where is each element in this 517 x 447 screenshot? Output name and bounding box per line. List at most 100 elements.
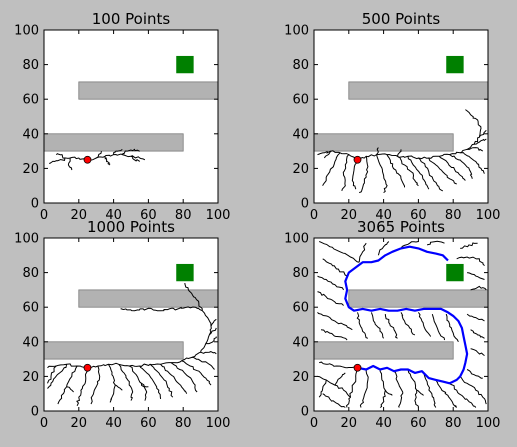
tree-branch (376, 147, 379, 155)
tree-branch (470, 329, 485, 339)
y-tick-label: 80 (22, 266, 39, 281)
tree-branch (121, 148, 140, 155)
tree-branch (438, 155, 466, 181)
obstacle (78, 289, 219, 308)
subplot-title: 1000 Points (87, 218, 175, 236)
tree-branch (208, 327, 217, 336)
y-tick-label: 20 (22, 162, 39, 177)
x-tick-label: 40 (375, 208, 392, 223)
tree-branch (322, 152, 341, 186)
y-tick-label: 80 (292, 58, 309, 73)
tree-branch (170, 362, 198, 393)
y-tick-label: 100 (284, 232, 309, 247)
tree-branch (470, 348, 485, 357)
tree-branch (460, 152, 485, 174)
obstacle (43, 341, 184, 360)
y-tick-label: 60 (22, 301, 39, 316)
x-tick-label: 20 (341, 208, 358, 223)
x-tick-label: 40 (105, 416, 122, 431)
y-tick-label: 60 (292, 93, 309, 108)
tree-branch (76, 367, 89, 407)
tree-branch (384, 389, 393, 396)
subplot-3: 0 20 40 60 80 100 0 20 40 60 80 100 1000 Points (14, 218, 230, 431)
tree-branch (200, 351, 217, 355)
y-tick-label: 20 (292, 162, 309, 177)
subplot-title: 3065 Points (357, 218, 445, 236)
x-tick-label: 20 (71, 208, 88, 223)
x-tick-label: 60 (140, 416, 157, 431)
tree-branch (322, 258, 348, 277)
tree-branch (319, 241, 360, 263)
tree-branch (467, 147, 484, 152)
tree-branch (323, 150, 332, 159)
tree-branch (357, 109, 482, 161)
tree-branch (120, 306, 203, 312)
y-tick-label: 20 (292, 370, 309, 385)
obstacle (348, 289, 489, 308)
tree-branch (351, 159, 358, 190)
y-tick-label: 60 (292, 301, 309, 316)
tree-branch (384, 314, 398, 339)
tree-branch (345, 367, 358, 408)
goal-region (176, 55, 194, 74)
x-tick-label: 40 (105, 208, 122, 223)
tree-branch (386, 154, 405, 188)
axes-frame (43, 237, 219, 412)
subplot-4: 0 20 40 60 80 100 0 20 40 60 80 100 3065 Points (284, 218, 500, 431)
tree-branch (466, 313, 485, 322)
tree-branch (421, 370, 437, 408)
y-tick-label: 100 (14, 24, 39, 39)
tree-branch (118, 363, 134, 401)
x-tick-label: 80 (445, 416, 462, 431)
tree-branch (397, 155, 419, 187)
axes-frame (43, 29, 219, 204)
tree-branch (149, 363, 174, 398)
tree-branch (47, 365, 57, 384)
tree-branch (319, 361, 358, 369)
tree-branch (459, 376, 487, 405)
tree-branch (417, 312, 432, 337)
start-point (353, 155, 362, 164)
x-tick-label: 100 (476, 416, 501, 431)
tree-branch (393, 370, 404, 408)
subplot-2: 0 20 40 60 80 100 0 20 40 60 80 100 500 Points (284, 10, 500, 223)
tree-branch (370, 312, 385, 339)
x-tick-label: 100 (476, 208, 501, 223)
tree-branch (359, 156, 369, 194)
y-tick-label: 100 (284, 24, 309, 39)
tree-branch (139, 365, 162, 399)
tree-branch (104, 156, 111, 166)
y-tick-label: 40 (292, 335, 309, 350)
tree-branch (478, 129, 487, 138)
subplot-title: 500 Points (362, 10, 441, 28)
start-point (83, 363, 92, 372)
tree-branch (426, 240, 445, 246)
tree-branch (130, 155, 141, 162)
tree-branch (320, 329, 348, 341)
y-tick-label: 0 (301, 197, 309, 212)
y-tick-label: 0 (31, 405, 39, 420)
tree-branch (400, 312, 416, 336)
tree-branch (181, 360, 212, 386)
tree-branch (160, 363, 188, 394)
tree-branch (400, 241, 419, 249)
start-point (83, 155, 92, 164)
x-tick-label: 100 (206, 416, 231, 431)
obstacle (43, 133, 184, 152)
y-tick-label: 40 (22, 127, 39, 142)
x-tick-label: 60 (410, 416, 427, 431)
obstacle (78, 81, 219, 100)
goal-region (176, 263, 194, 282)
tree-branch (66, 386, 74, 393)
x-tick-label: 80 (445, 208, 462, 223)
x-tick-label: 20 (341, 416, 358, 431)
tree-branch (210, 318, 217, 327)
tree-branch (317, 150, 358, 161)
tree-branch (318, 379, 327, 398)
tree-branch (341, 154, 350, 192)
tree-branch (416, 389, 424, 396)
tree-branch (184, 283, 203, 311)
tree-branch (205, 336, 217, 345)
obstacle (313, 341, 454, 360)
tree-branch (317, 291, 344, 306)
